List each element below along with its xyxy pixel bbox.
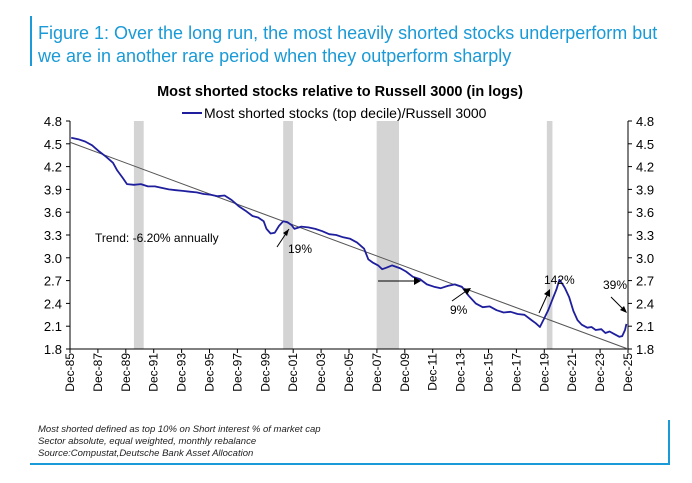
label-142pct: 142% (544, 273, 575, 287)
x-tick-label: Dec-85 (63, 353, 77, 392)
footnote-source: Source:Compustat,Deutsche Bank Asset All… (38, 448, 254, 459)
x-tick-label: Dec-23 (593, 353, 607, 392)
y-tick-label-right: 4.5 (636, 137, 654, 152)
arrowhead-2007 (414, 277, 421, 285)
arrowhead-2001 (283, 229, 289, 236)
label-39pct: 39% (603, 278, 627, 292)
x-tick-label: Dec-91 (147, 353, 161, 392)
x-tick-label: Dec-95 (203, 353, 217, 392)
x-tick-label: Dec-19 (537, 353, 551, 392)
series-line (71, 136, 628, 338)
y-tick-label-left: 4.2 (44, 160, 62, 175)
figure-title: Figure 1: Over the long run, the most he… (38, 23, 658, 66)
footnotes: Most shorted defined as top 10% on Short… (38, 424, 321, 460)
x-tick-label: Dec-15 (482, 353, 496, 392)
figure-title-border (30, 16, 32, 66)
x-tick-label: Dec-99 (258, 353, 272, 392)
x-tick-label: Dec-11 (426, 353, 440, 391)
x-tick-label: Dec-89 (119, 353, 133, 392)
label-9pct: 9% (450, 303, 468, 317)
footnote-border-right (668, 420, 670, 464)
y-tick-label-left: 3.6 (44, 205, 62, 220)
recession-band-3 (546, 121, 553, 349)
chart-title: Most shorted stocks relative to Russell … (157, 84, 523, 100)
y-tick-label-left: 3.0 (44, 251, 62, 266)
y-tick-label-right: 4.2 (636, 160, 654, 175)
y-tick-label-right: 4.8 (636, 114, 654, 129)
trend-annotation: Trend: -6.20% annually (95, 231, 219, 245)
x-tick-label: Dec-07 (370, 353, 384, 392)
recession-band-1 (283, 121, 293, 349)
recession-band-2 (376, 121, 399, 349)
footnote-border-bottom (30, 463, 670, 465)
annotations: Trend: -6.20% annually 19% 9% 142% 39% (95, 228, 627, 317)
y-tick-label-right: 3.3 (636, 228, 654, 243)
footnote-definition: Most shorted defined as top 10% on Short… (38, 424, 321, 435)
y-tick-label-left: 2.1 (44, 319, 62, 334)
axes (66, 120, 632, 353)
x-tick-label: Dec-97 (230, 353, 244, 392)
recession-bands (133, 121, 553, 349)
y-tick-label-right: 2.4 (636, 296, 654, 311)
footnote-method: Sector absolute, equal weighted, monthly… (38, 436, 257, 447)
y-tick-label-left: 1.8 (44, 342, 62, 357)
x-tick-label: Dec-09 (398, 353, 412, 392)
y-tick-label-left: 3.3 (44, 228, 62, 243)
arrowhead-2013 (463, 288, 471, 295)
label-19pct: 19% (288, 242, 312, 256)
arrowhead-2025 (620, 306, 627, 313)
y-tick-label-left: 3.9 (44, 182, 62, 197)
x-tick-label: Dec-05 (342, 353, 356, 392)
y-tick-label-right: 3.0 (636, 251, 654, 266)
x-tick-label: Dec-03 (314, 353, 328, 392)
trend-line (69, 141, 629, 350)
x-tick-label: Dec-01 (286, 353, 300, 392)
x-tick-label: Dec-93 (175, 353, 189, 392)
x-tick-label: Dec-25 (621, 353, 635, 392)
legend: Most shorted stocks (top decile)/Russell… (182, 105, 487, 121)
x-tick-label: Dec-87 (91, 353, 105, 392)
y-axis-right-labels: 4.8 4.5 4.2 3.9 3.6 3.3 3.0 2.7 2.4 2.1 1.8 (636, 114, 654, 357)
y-tick-label-right: 1.8 (636, 342, 654, 357)
x-tick-label: Dec-21 (565, 353, 579, 392)
y-tick-label-right: 3.9 (636, 182, 654, 197)
y-axis-left-labels: 4.8 4.5 4.2 3.9 3.6 3.3 3.0 2.7 2.4 2.1 1.8 (44, 114, 62, 357)
y-tick-label-right: 3.6 (636, 205, 654, 220)
legend-label: Most shorted stocks (top decile)/Russell… (204, 105, 487, 121)
y-tick-label-left: 2.4 (44, 296, 62, 311)
y-tick-label-left: 4.8 (44, 114, 62, 129)
y-tick-label-right: 2.1 (636, 319, 654, 334)
x-axis-labels: Dec-85 Dec-87 Dec-89 Dec-91 Dec-93 Dec-95 Dec-… (63, 353, 635, 392)
arrowhead-2020 (544, 289, 550, 297)
recession-band-0 (133, 121, 144, 349)
y-tick-label-left: 4.5 (44, 137, 62, 152)
y-tick-label-left: 2.7 (44, 274, 62, 289)
x-tick-label: Dec-17 (509, 353, 523, 392)
y-tick-label-right: 2.7 (636, 274, 654, 289)
x-tick-label: Dec-13 (454, 353, 468, 392)
